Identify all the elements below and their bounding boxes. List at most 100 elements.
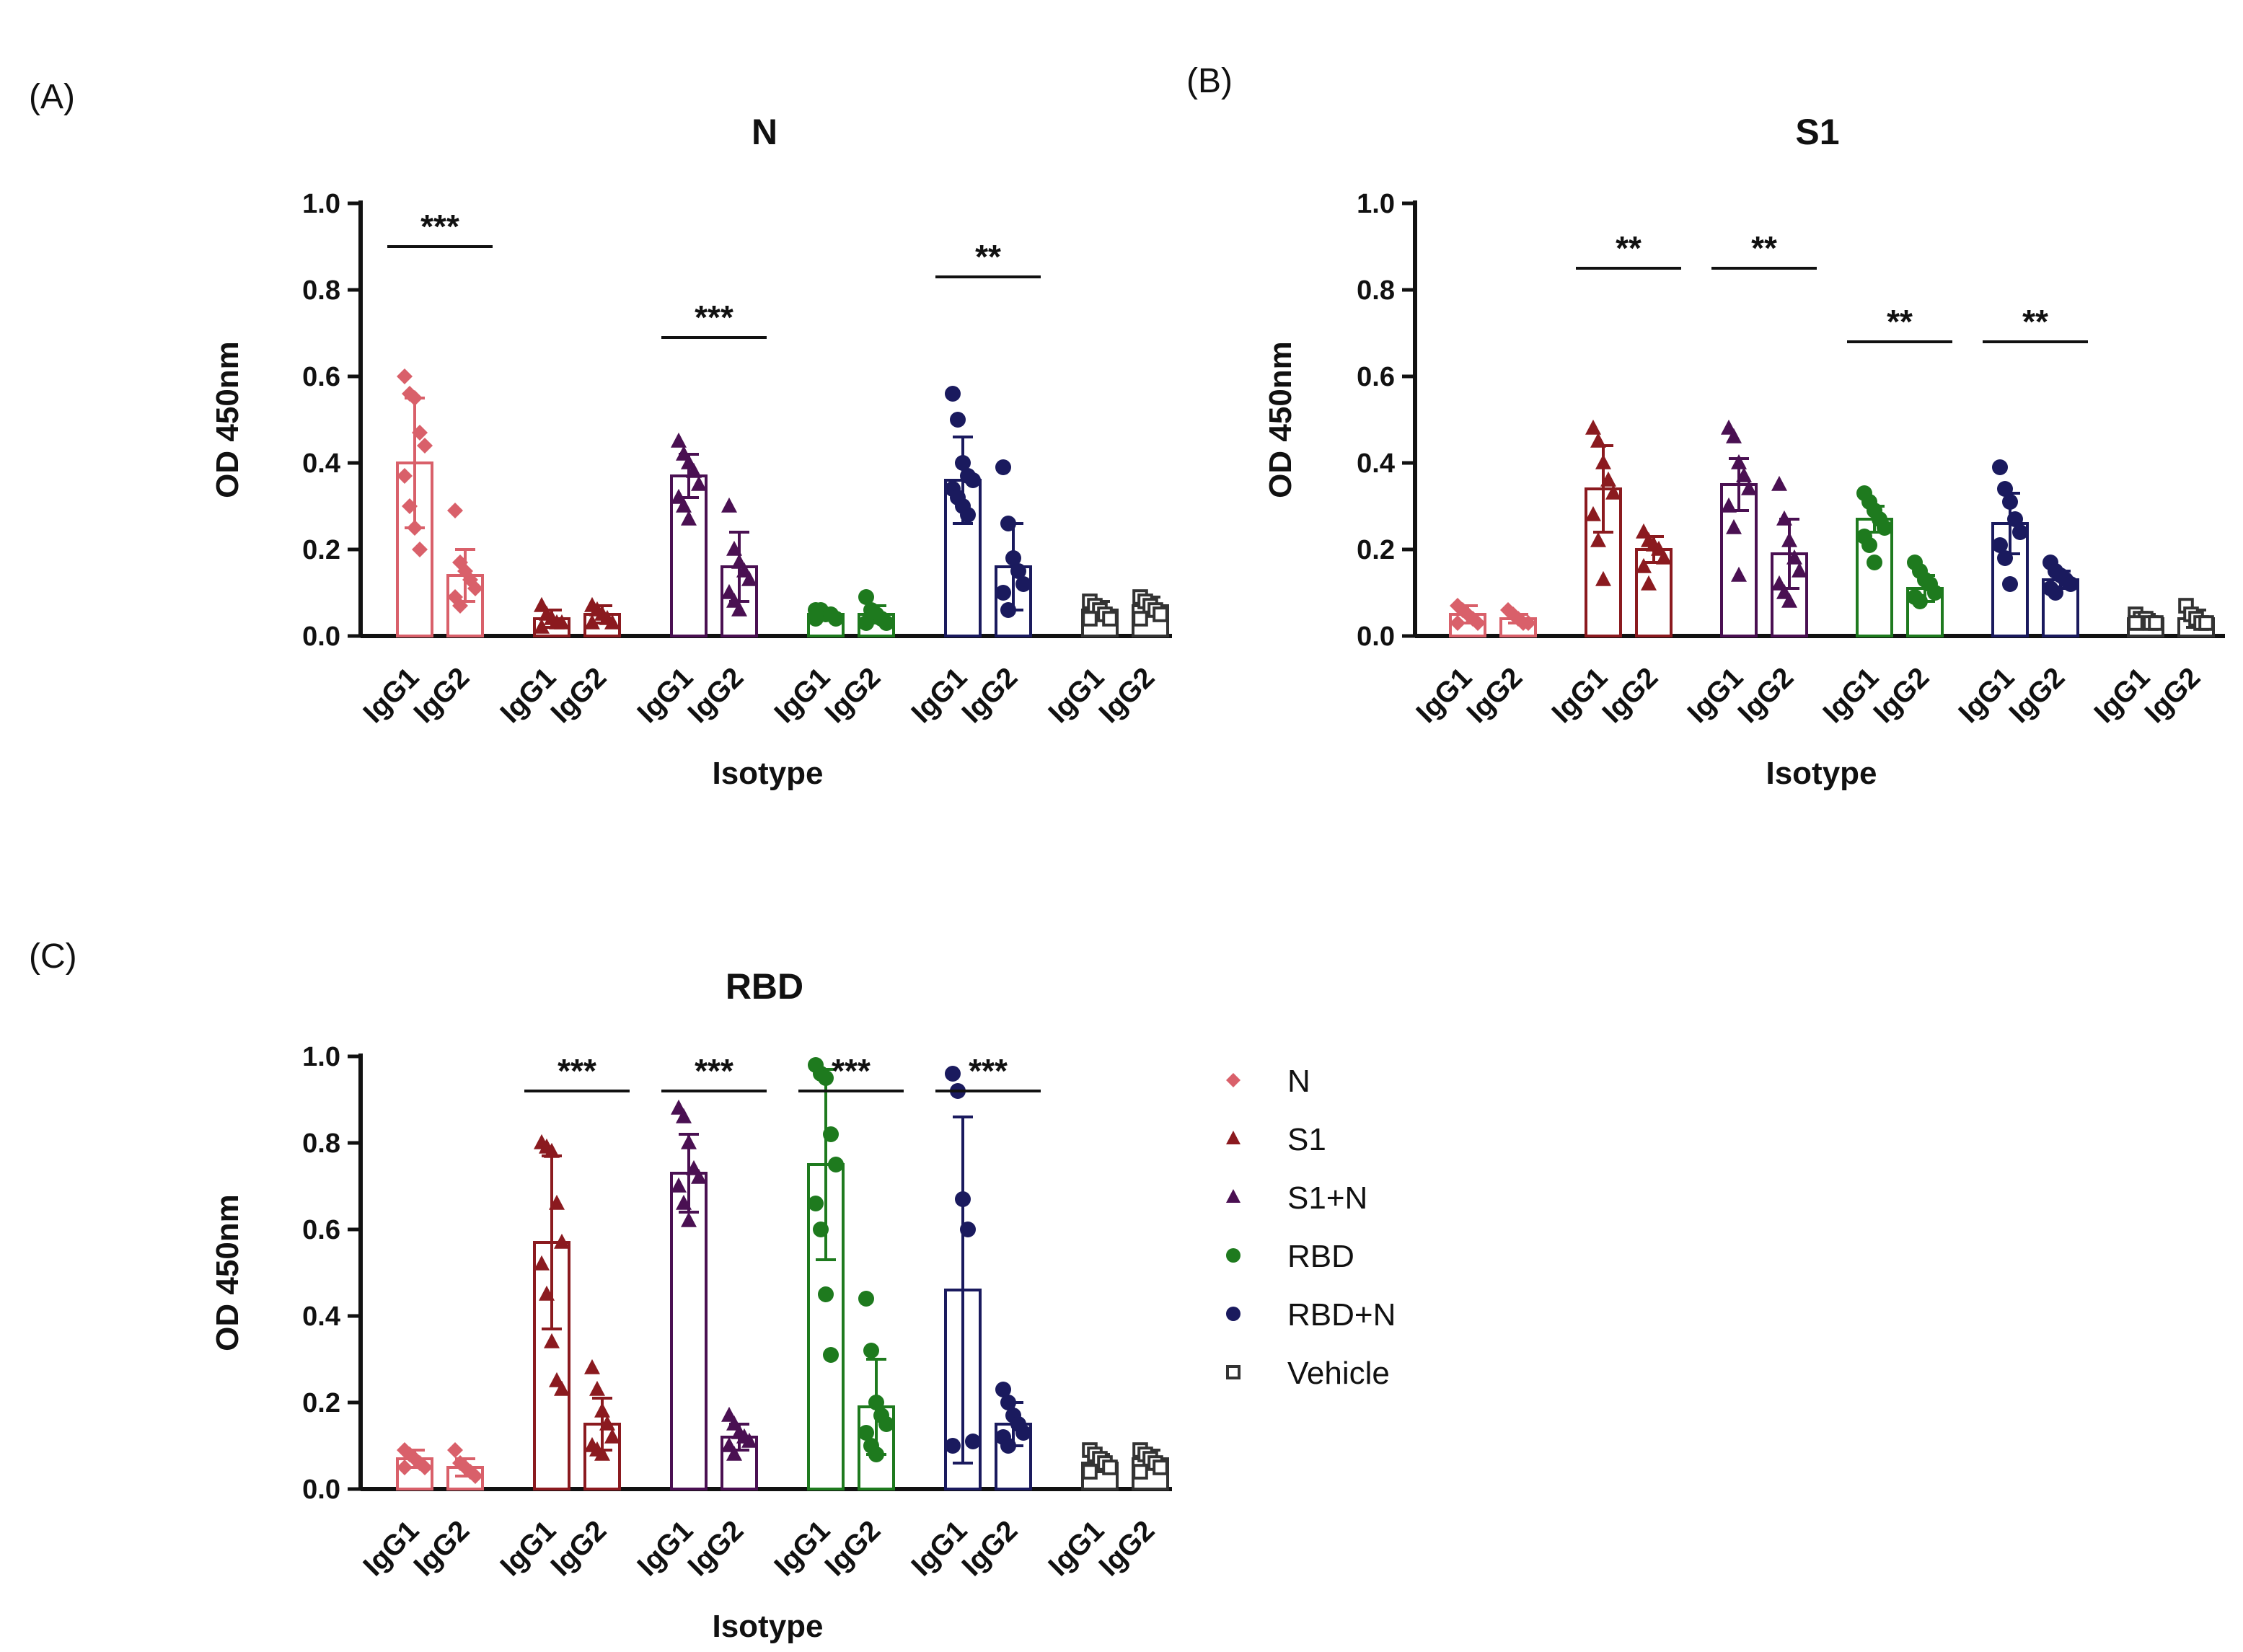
data-point [1590,432,1606,448]
panel-label: (B) [1186,62,1233,100]
y-axis-title: OD 450nm [1263,341,1298,498]
chart-panel-2: (C) RBD 0.0 0.2 0.4 0.6 0.8 1.0 OD 450nm Isotype I… [29,937,1172,1644]
data-point [1015,576,1031,592]
data-point [589,1380,605,1396]
data-point [945,1066,961,1082]
data-point [960,507,976,523]
x-tick-label: IgG2 [1867,661,1935,729]
data-point [594,1445,610,1461]
data-point [1771,475,1787,491]
y-tick-label: 0.8 [1357,275,1395,306]
legend-marker-rbd-n [1226,1307,1241,1321]
data-point [813,1222,829,1237]
data-point [534,618,550,634]
chart-title: S1 [1795,112,1839,152]
data-point [681,1211,697,1227]
data-point [544,1142,560,1158]
data-point [417,438,433,454]
legend-label: RBD [1287,1239,1354,1274]
data-point [452,598,468,614]
legend-label: N [1287,1064,1310,1099]
data-point [1731,454,1747,469]
data-point [2012,524,2028,540]
x-tick-label: IgG1 [631,661,699,729]
data-point [407,520,423,536]
data-point [858,1425,874,1441]
legend-label: S1 [1287,1122,1326,1157]
y-tick-label: 0.4 [1357,449,1395,479]
x-tick-label: IgG1 [905,661,973,729]
legend: N S1 S1+N RBD RBD+N Vehicle [1226,1064,1396,1391]
legend-label: S1+N [1287,1180,1367,1216]
y-tick-label: 0.0 [302,622,340,652]
data-point [1450,615,1466,631]
data-point [1721,497,1737,513]
legend-label: RBD+N [1287,1297,1396,1333]
data-point [1997,481,2013,497]
significance-label: ** [1751,229,1777,267]
data-point [1595,454,1611,469]
chart-title: N [752,112,777,152]
data-point [604,1428,620,1444]
significance-label: *** [558,1052,596,1090]
significance-label: *** [420,208,459,245]
data-point [412,542,428,557]
x-tick-label: IgG2 [956,1514,1023,1582]
data-point [878,615,894,631]
panel-label: (A) [29,78,75,116]
data-point [995,1382,1011,1397]
data-point [1877,520,1892,536]
y-tick-label: 0.8 [302,275,340,306]
data-point [676,497,692,513]
x-axis-title: Isotype [712,756,823,791]
data-point [741,570,757,586]
y-tick-label: 0.6 [302,1215,340,1245]
data-point [823,1347,839,1363]
data-point [467,1468,483,1484]
data-point [808,611,824,627]
data-point [1992,537,2008,553]
data-point [2002,494,2018,510]
significance-label: *** [695,299,733,336]
y-tick-label: 1.0 [1357,189,1395,219]
data-point [2007,511,2023,527]
data-point [604,614,620,630]
data-point [671,1177,687,1193]
data-point [1585,419,1601,435]
data-point [2128,615,2143,631]
x-tick-label: IgG2 [819,661,886,729]
data-point [1741,480,1757,495]
y-tick-label: 0.2 [302,1388,340,1418]
y-tick-label: 0.6 [302,362,340,392]
legend-marker-n [1226,1073,1241,1087]
legend-marker-vehicle [1226,1365,1241,1379]
x-tick-label: IgG1 [494,1514,562,1582]
data-point [594,1402,610,1418]
data-point [1102,1459,1118,1475]
x-tick-label: IgG1 [905,1514,973,1582]
data-point [681,1134,697,1149]
data-point [447,1442,463,1458]
data-point [1153,1459,1168,1475]
data-point [671,432,687,448]
data-point [868,1395,884,1410]
data-point [599,1415,615,1431]
data-point [1595,570,1611,586]
y-axis-title: OD 450nm [210,1194,245,1351]
data-point [965,1434,981,1449]
significance-label: ** [975,238,1001,275]
x-tick-label: IgG1 [1817,661,1885,729]
data-point [554,614,570,630]
data-point [467,580,483,596]
data-point [397,368,413,384]
data-point [1731,566,1747,582]
data-point [1082,1464,1098,1480]
y-tick-label: 1.0 [302,189,340,219]
data-point [818,1070,834,1086]
x-tick-label: IgG1 [1042,1514,1110,1582]
